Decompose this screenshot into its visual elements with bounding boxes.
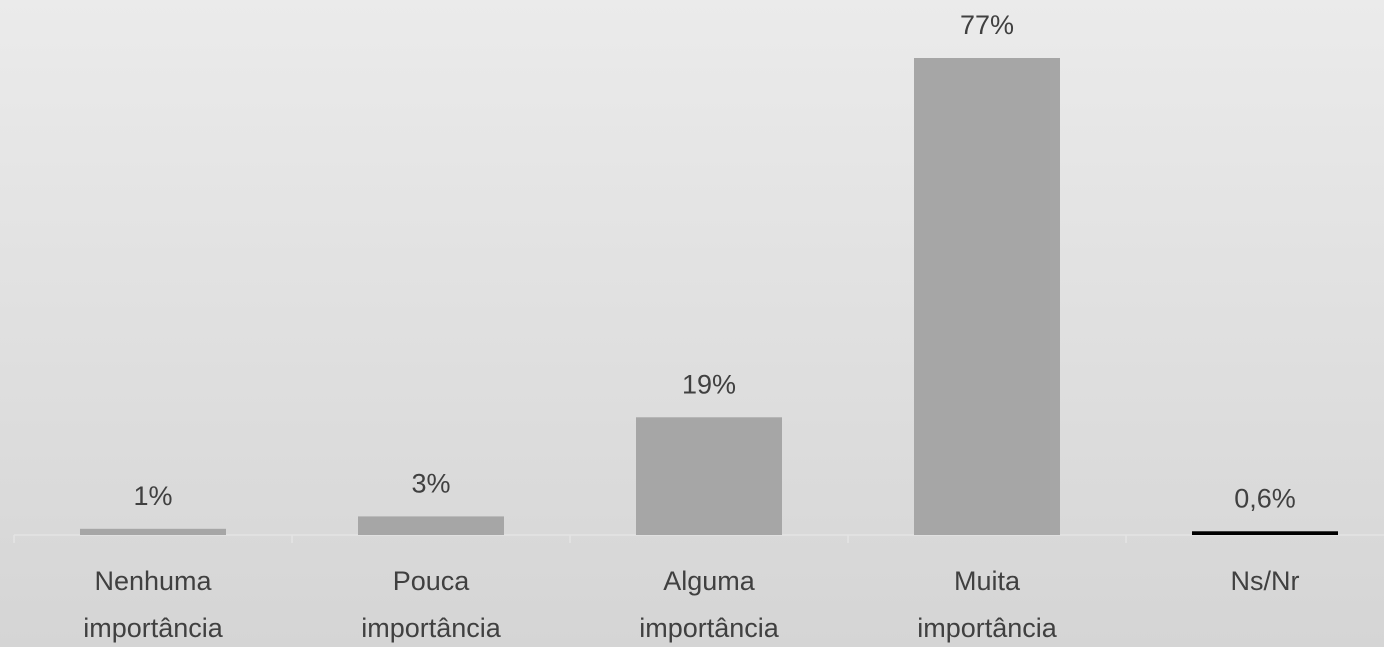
data-label: 77%: [960, 10, 1014, 40]
x-tick-label: Alguma importância: [639, 566, 780, 643]
bar: [358, 516, 504, 535]
bar: [80, 528, 226, 535]
bar: [636, 417, 782, 535]
bar: [1192, 531, 1338, 535]
x-tick-label: Nenhuma importância: [83, 566, 224, 643]
data-label: 1%: [133, 481, 172, 511]
x-tick-label: Ns/Nr: [1231, 566, 1300, 596]
x-tick-label: Muita importância: [917, 566, 1058, 643]
data-label: 19%: [682, 369, 736, 399]
data-label: 0,6%: [1234, 483, 1296, 513]
bar: [914, 58, 1060, 535]
data-label: 3%: [411, 469, 450, 499]
x-tick-label: Pouca importância: [361, 566, 502, 643]
